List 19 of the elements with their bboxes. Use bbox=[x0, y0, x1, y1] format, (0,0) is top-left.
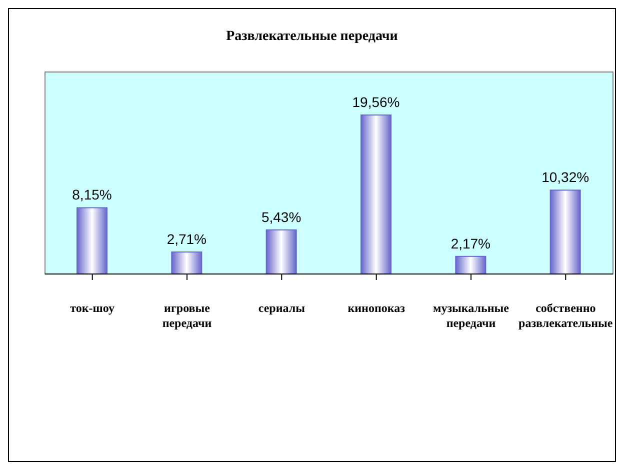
data-label: 19,56% bbox=[352, 94, 400, 110]
x-tick-label: игровые передачи bbox=[162, 301, 212, 330]
x-tick-label: ток-шоу bbox=[70, 301, 114, 315]
bar bbox=[266, 229, 297, 274]
bar bbox=[76, 207, 108, 274]
bar bbox=[360, 114, 392, 274]
bar bbox=[171, 251, 202, 274]
x-tick-label: музыкальные передачи bbox=[433, 301, 510, 330]
data-label: 8,15% bbox=[72, 186, 112, 203]
x-tick-label: собственно развлекательные bbox=[518, 301, 614, 330]
x-tick-label: сериалы bbox=[258, 301, 306, 315]
data-label: 10,32% bbox=[542, 169, 590, 186]
data-label: 5,43% bbox=[261, 208, 302, 225]
data-label: 2,71% bbox=[166, 230, 207, 247]
x-tick-label: кинопоказ bbox=[348, 301, 406, 315]
bar bbox=[550, 190, 581, 274]
bar bbox=[455, 256, 486, 274]
data-label: 2,17% bbox=[450, 235, 491, 252]
chart-title: Развлекательные передачи bbox=[225, 29, 399, 45]
